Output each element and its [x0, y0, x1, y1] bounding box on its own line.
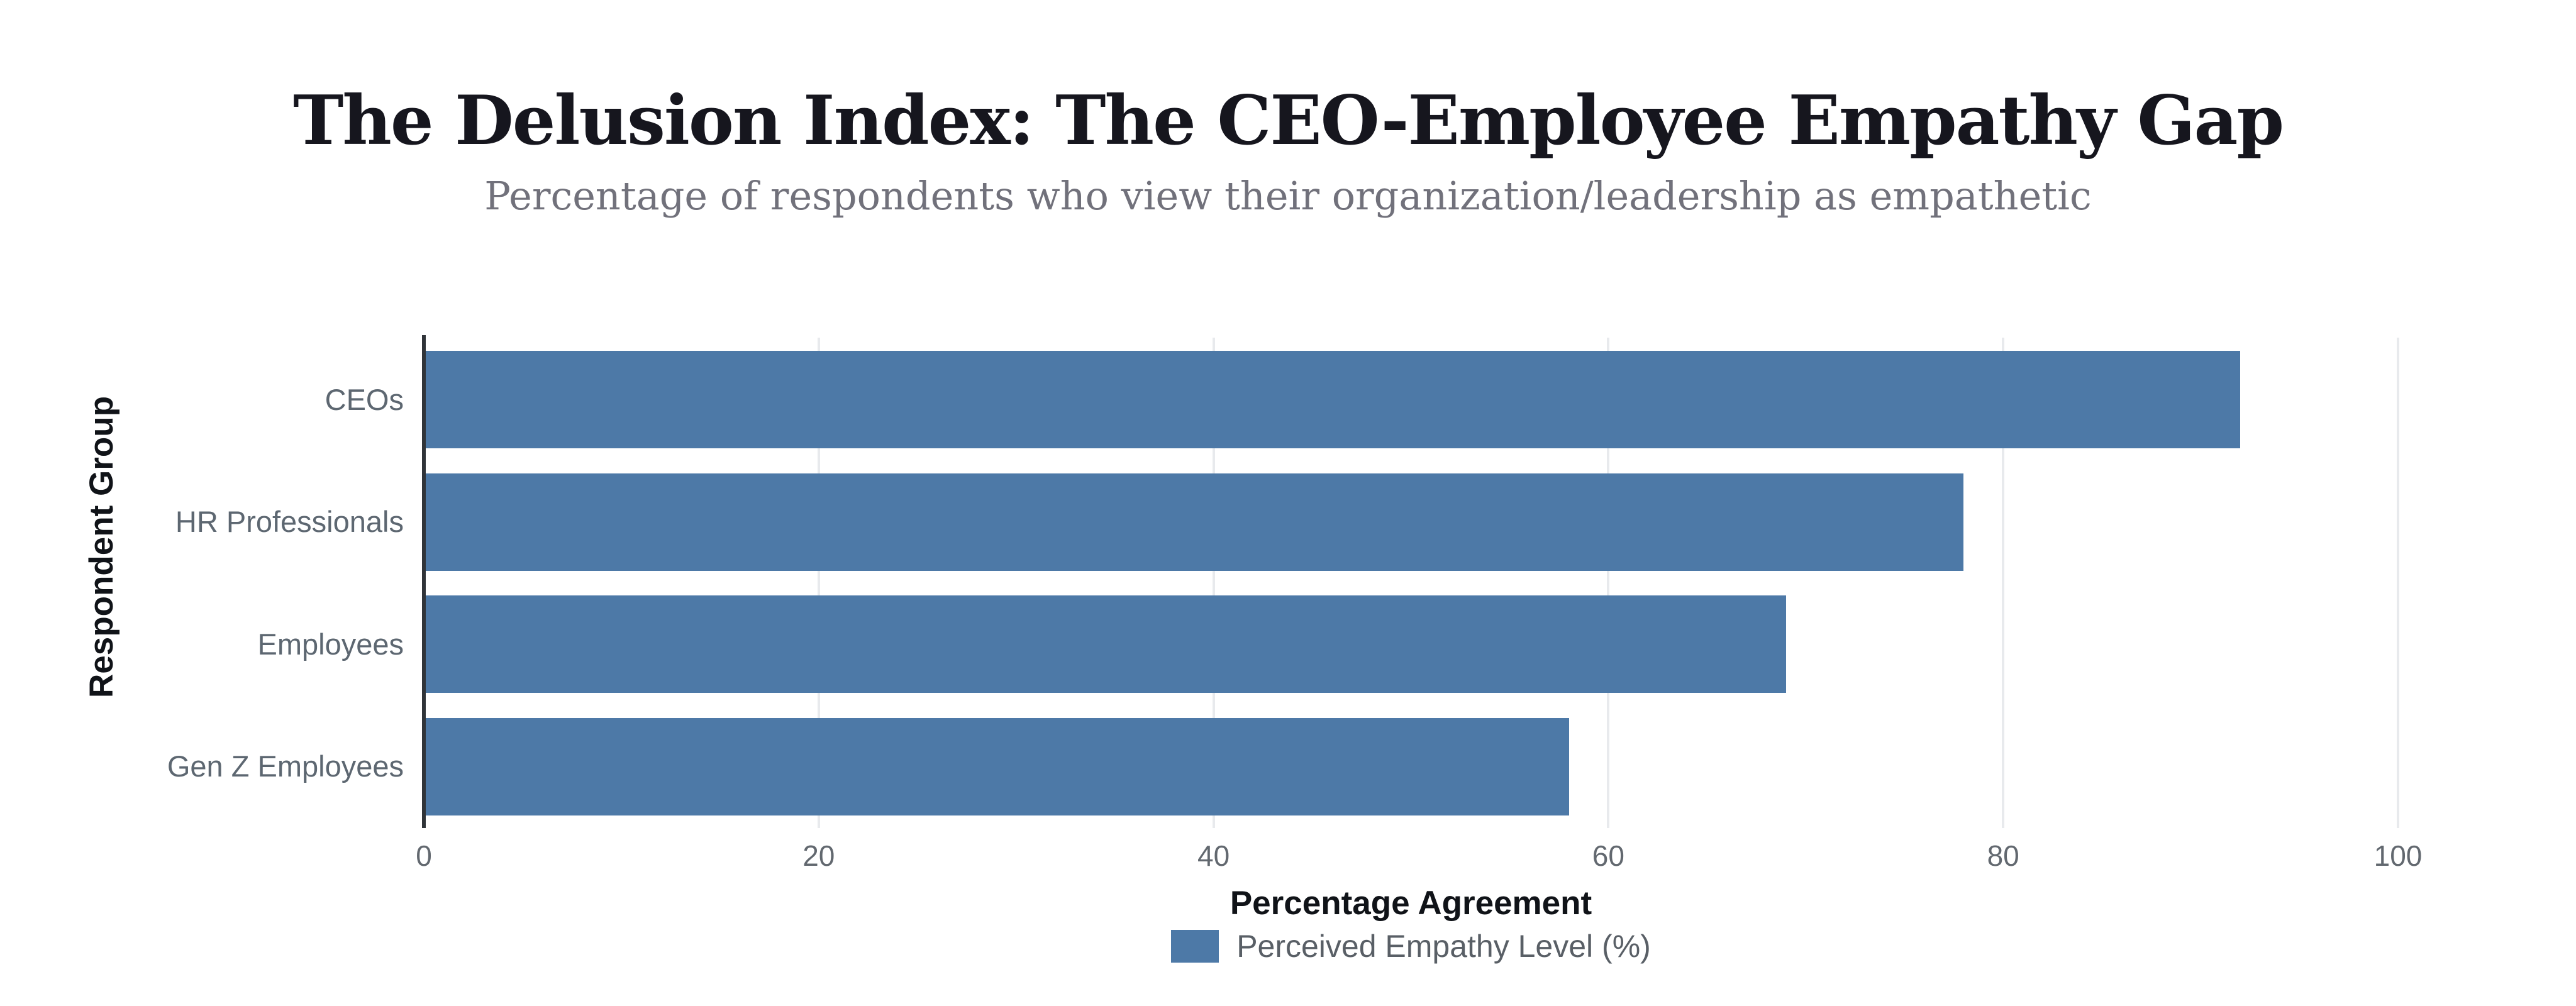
y-axis-title: Respondent Group: [83, 396, 120, 698]
category-label-ceos: CEOs: [325, 382, 404, 416]
x-tick-label-40: 40: [1197, 839, 1230, 872]
bar-gen-z-employees: [426, 717, 1569, 815]
gridline-x-60: [1607, 338, 1610, 828]
gridline-x-100: [2397, 338, 2399, 828]
category-label-gen-z-employees: Gen Z Employees: [167, 749, 404, 783]
x-tick-label-80: 80: [1987, 839, 2019, 872]
category-label-employees: Employees: [257, 627, 404, 661]
gridline-x-20: [817, 338, 820, 828]
bar-employees: [426, 595, 1786, 693]
bar-hr-professionals: [426, 473, 1964, 571]
x-axis-title: Percentage Agreement: [1230, 885, 1592, 922]
legend-label: Perceived Empathy Level (%): [1236, 929, 1651, 964]
x-tick-label-100: 100: [2373, 839, 2423, 872]
y-axis-line: [422, 335, 426, 828]
x-tick-label-60: 60: [1592, 839, 1624, 872]
gridline-x-40: [1212, 338, 1215, 828]
legend: Perceived Empathy Level (%): [424, 929, 2398, 963]
category-label-hr-professionals: HR Professionals: [175, 505, 404, 538]
bar-ceos: [426, 351, 2240, 448]
chart-title: The Delusion Index: The CEO-Employee Emp…: [292, 81, 2284, 160]
gridline-x-80: [2002, 338, 2005, 828]
x-tick-label-20: 20: [802, 839, 835, 872]
chart-subtitle: Percentage of respondents who view their…: [484, 173, 2092, 219]
x-tick-label-0: 0: [416, 839, 432, 872]
legend-swatch: [1171, 930, 1219, 963]
